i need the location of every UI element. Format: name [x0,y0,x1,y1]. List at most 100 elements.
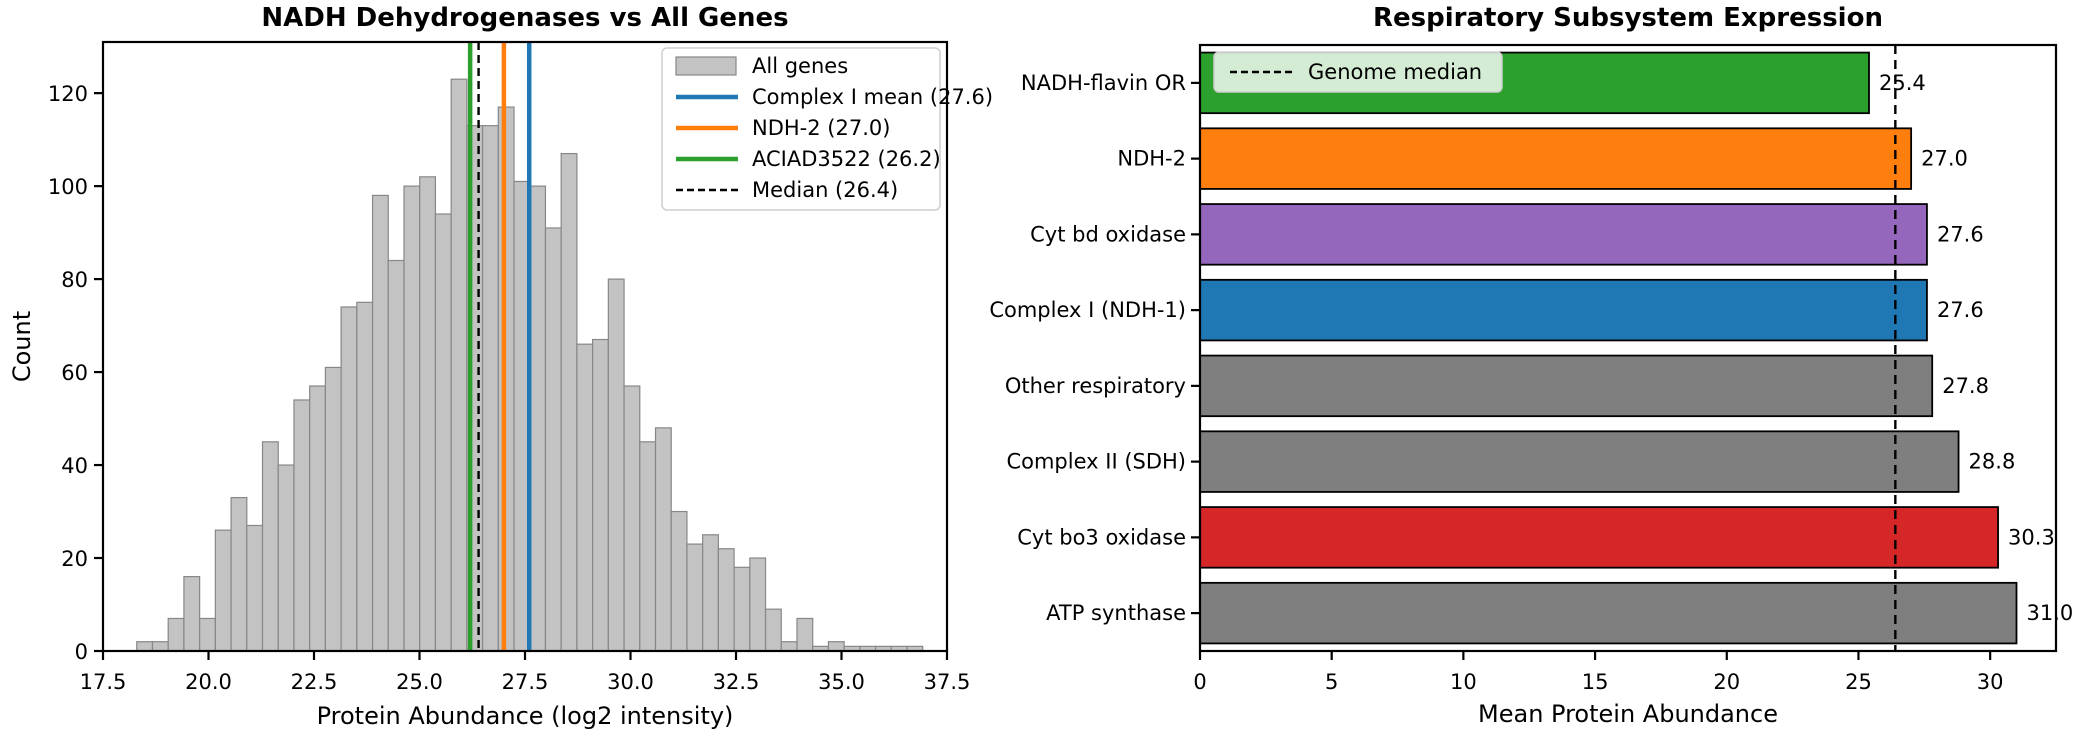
x-tick-label: 5 [1325,670,1338,694]
hist-bar [764,608,782,652]
hist-bar [796,617,814,652]
hist-bar [183,576,201,652]
category-label: Cyt bo3 oxidase [1017,525,1186,549]
x-tick-label: 27.5 [502,670,549,694]
hist-bar [481,125,499,652]
hist-bar [576,343,594,652]
legend-box [661,47,941,211]
x-tick-label: 32.5 [713,670,760,694]
hist-bar [246,524,264,652]
hist-bar [607,278,625,652]
x-tick-label: 25.0 [396,670,443,694]
hist-bar [403,185,421,652]
hist-bar [214,529,232,652]
hist-bar [592,338,609,652]
chart-title: Respiratory Subsystem Expression [1373,3,1883,33]
legend-box [1213,51,1503,93]
y-tick-label: 100 [48,175,88,199]
category-label: ATP synthase [1046,601,1186,625]
bar-value-label: 30.3 [2008,525,2055,549]
y-axis-label: Count [8,311,36,382]
legend-label: NDH-2 (27.0) [752,116,890,140]
category-label: Cyt bd oxidase [1030,222,1186,246]
hist-bar [670,510,688,652]
hist-bar [199,617,216,652]
legend-patch-all-genes [675,56,737,76]
hist-bar [733,566,751,652]
x-tick-label: 0 [1193,670,1206,694]
subsystem-bar [1199,581,2018,645]
hist-bar [450,78,468,652]
subsystem-bar [1199,430,1960,493]
bar-value-label: 27.6 [1937,222,1984,246]
y-tick-label: 120 [48,82,88,106]
hist-bar [340,306,358,652]
subsystem-bar [1199,127,1913,190]
category-label: Complex II (SDH) [1006,450,1186,474]
hist-bar [419,176,437,652]
bar-value-label: 25.4 [1879,71,1926,95]
hist-bars [136,78,924,652]
hist-bar [230,496,248,652]
hist-bar [151,641,169,652]
hist-bar [560,152,578,652]
x-tick-label: 30.0 [607,670,654,694]
bar-value-label: 27.6 [1937,298,1984,322]
hist-bar [261,441,279,652]
bar-value-label: 31.0 [2026,601,2073,625]
hist-bar [686,543,704,652]
hist-bar [780,641,798,652]
axes-box [1198,43,2058,653]
legend: All genes Complex I mean (27.6) NDH-2 (27.… [661,47,993,211]
legend-label: Median (26.4) [752,178,898,202]
hist-bar [136,641,154,652]
subsystem-bar [1199,354,1934,418]
hist-bar [544,227,562,652]
subsystem-bar [1199,506,1999,569]
x-tick-label: 20 [1713,670,1740,694]
subsystem-bar-chart: 25.4 NADH-flavin OR 27.0 NDH-2 27.6 Cyt bd ox… [989,3,2073,728]
hist-bar [356,301,374,652]
category-label: NADH-flavin OR [1021,71,1186,95]
y-tick-label: 60 [61,361,88,385]
hist-bar [702,534,719,652]
category-label: Complex I (NDH-1) [989,298,1186,322]
category-label: Other respiratory [1005,374,1186,398]
hist-bar [639,441,657,652]
hist-bar [371,194,389,652]
hist-bar [749,557,767,652]
hist-bar [324,366,342,652]
x-tick-label: 37.5 [924,670,971,694]
hist-bar [717,548,735,652]
x-tick-label: 22.5 [291,670,338,694]
hist-bar [309,385,326,652]
hist-bar [623,385,641,652]
x-tick-label: 20.0 [185,670,232,694]
subsystem-bar [1199,203,1928,266]
hist-bar [167,617,185,652]
histogram-chart: 17.5 20.0 22.5 25.0 27.5 30.0 32.5 35.0 37.5 0 20 4… [8,3,993,730]
hist-bar [529,185,547,652]
legend: Genome median [1213,51,1503,93]
category-label: NDH-2 [1117,147,1186,171]
hist-bar [654,427,672,652]
legend-label: Complex I mean (27.6) [752,85,993,109]
x-tick-label: 30 [1977,670,2004,694]
chart-title: NADH Dehydrogenases vs All Genes [261,3,788,33]
x-tick-label: 10 [1450,670,1477,694]
hist-bar [293,399,311,652]
x-tick-label: 25 [1845,670,1872,694]
subsystem-bar [1199,278,1928,342]
legend-label: All genes [752,54,848,78]
bar-value-label: 27.8 [1942,374,1989,398]
hist-bar [277,464,295,652]
y-tick-label: 40 [61,454,88,478]
x-tick-label: 35.0 [818,670,865,694]
x-axis-label: Mean Protein Abundance [1478,700,1778,728]
x-tick-label: 15 [1582,670,1609,694]
hist-bar [827,641,845,652]
bar-value-label: 28.8 [1969,450,2016,474]
hist-bar [387,259,405,652]
